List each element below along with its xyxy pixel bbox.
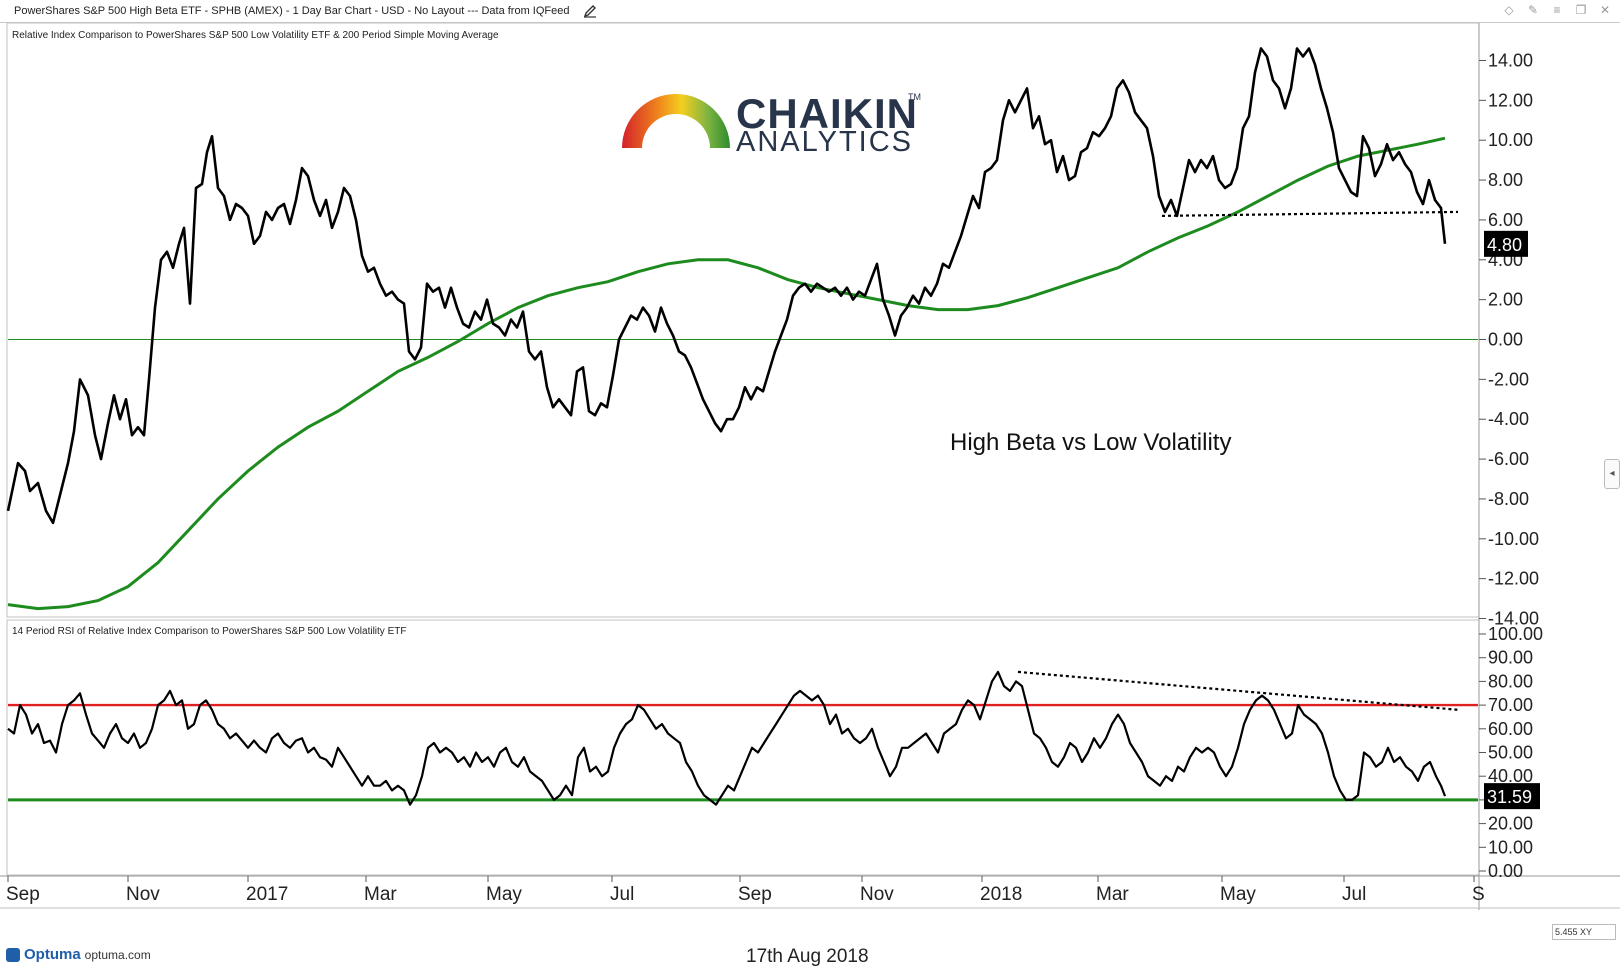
x-tick-label: Jul xyxy=(610,884,634,905)
sma-200-line xyxy=(7,136,1446,611)
rsi-panel-frame xyxy=(6,619,1480,876)
last-value-box xyxy=(1484,230,1528,257)
x-tick-label: 2018 xyxy=(980,884,1022,905)
x-tick-label: Sep xyxy=(738,884,772,905)
y-tick-label: 10.00 xyxy=(1488,130,1533,150)
edit-pencil-icon[interactable] xyxy=(582,3,598,19)
y-tick-label: -12.00 xyxy=(1488,569,1539,589)
rsi-tick-label: 70.00 xyxy=(1488,695,1533,715)
logo-word-chaikin: CHAIKIN xyxy=(736,90,918,137)
x-tick-label: Jul xyxy=(1342,884,1366,905)
logo-word-analytics: ANALYTICS xyxy=(736,126,914,158)
x-tick-label: S xyxy=(1472,884,1485,905)
chart-window-title: PowerShares S&P 500 High Beta ETF - SPHB… xyxy=(14,5,570,17)
rsi-tick-label: 60.00 xyxy=(1488,719,1533,739)
rsi-tick-label: 90.00 xyxy=(1488,648,1533,668)
settings-icon[interactable]: ≡ xyxy=(1553,3,1561,17)
rsi-tick-label: 50.00 xyxy=(1488,743,1533,763)
restore-window-icon[interactable]: ❐ xyxy=(1575,3,1587,17)
close-icon[interactable]: ✕ xyxy=(1599,3,1611,17)
rsi-tick-label: 40.00 xyxy=(1488,766,1533,786)
optuma-brand-name: Optuma xyxy=(24,946,81,963)
diamond-icon[interactable]: ◇ xyxy=(1504,3,1514,17)
y-tick-label: -10.00 xyxy=(1488,529,1539,549)
rsi-tick-label: 80.00 xyxy=(1488,671,1533,691)
chart-title-bar: PowerShares S&P 500 High Beta ETF - SPHB… xyxy=(0,0,1620,23)
rsi-trend-dotted-line xyxy=(1017,670,1459,711)
y-tick-label: -2.00 xyxy=(1488,369,1529,389)
rsi-line xyxy=(7,670,1447,806)
rsi-tick-label: 100.00 xyxy=(1488,624,1543,644)
zoom-readout[interactable]: 5.455 XY xyxy=(1552,924,1616,940)
y-tick-label: 8.00 xyxy=(1488,170,1523,190)
x-tick-label: Mar xyxy=(364,884,397,905)
last-value-label: 4.80 xyxy=(1487,235,1522,255)
gauge-logo-icon xyxy=(622,94,730,148)
y-tick-label: -6.00 xyxy=(1488,449,1529,469)
x-tick-label: May xyxy=(1220,884,1256,905)
chaikin-analytics-logo: CHAIKIN TM ANALYTICS xyxy=(618,90,921,158)
rsi-tick-label: 0.00 xyxy=(1488,861,1523,881)
optuma-logo-icon xyxy=(6,947,20,962)
collapse-panel-arrow-icon[interactable]: ◂ xyxy=(1604,459,1620,489)
y-tick-label: 2.00 xyxy=(1488,290,1523,310)
rsi-panel-title: 14 Period RSI of Relative Index Comparis… xyxy=(12,626,406,637)
x-tick-label: Nov xyxy=(860,884,894,905)
y-tick-label: 12.00 xyxy=(1488,90,1533,110)
chart-date: 17th Aug 2018 xyxy=(746,946,869,967)
y-tick-label: -4.00 xyxy=(1488,409,1529,429)
optuma-site-link[interactable]: optuma.com xyxy=(84,947,151,962)
rsi-last-value-box xyxy=(1484,783,1540,810)
optuma-branding[interactable]: Optuma optuma.com xyxy=(6,946,151,963)
y-tick-label: 0.00 xyxy=(1488,330,1523,350)
logo-trademark: TM xyxy=(908,92,921,102)
y-tick-label: 14.00 xyxy=(1488,50,1533,70)
support-dotted-line xyxy=(1161,210,1459,217)
x-tick-label: 2017 xyxy=(246,884,288,905)
x-tick-label: May xyxy=(486,884,522,905)
x-tick-label: Nov xyxy=(126,884,160,905)
top-panel-title: Relative Index Comparison to PowerShares… xyxy=(12,30,499,41)
rsi-last-value-label: 31.59 xyxy=(1487,787,1532,807)
y-tick-label: -8.00 xyxy=(1488,489,1529,509)
relative-index-line xyxy=(6,47,1447,525)
chart-area: Relative Index Comparison to PowerShares… xyxy=(0,22,1620,910)
chart-annotation: High Beta vs Low Volatility xyxy=(950,429,1231,456)
pin-icon[interactable]: ✎ xyxy=(1527,3,1539,17)
rsi-tick-label: 10.00 xyxy=(1488,837,1533,857)
y-tick-label: 6.00 xyxy=(1488,210,1523,230)
x-tick-label: Mar xyxy=(1096,884,1129,905)
rsi-tick-label: 20.00 xyxy=(1488,814,1533,834)
x-tick-label: Sep xyxy=(6,884,40,905)
y-tick-label: -14.00 xyxy=(1488,609,1539,629)
